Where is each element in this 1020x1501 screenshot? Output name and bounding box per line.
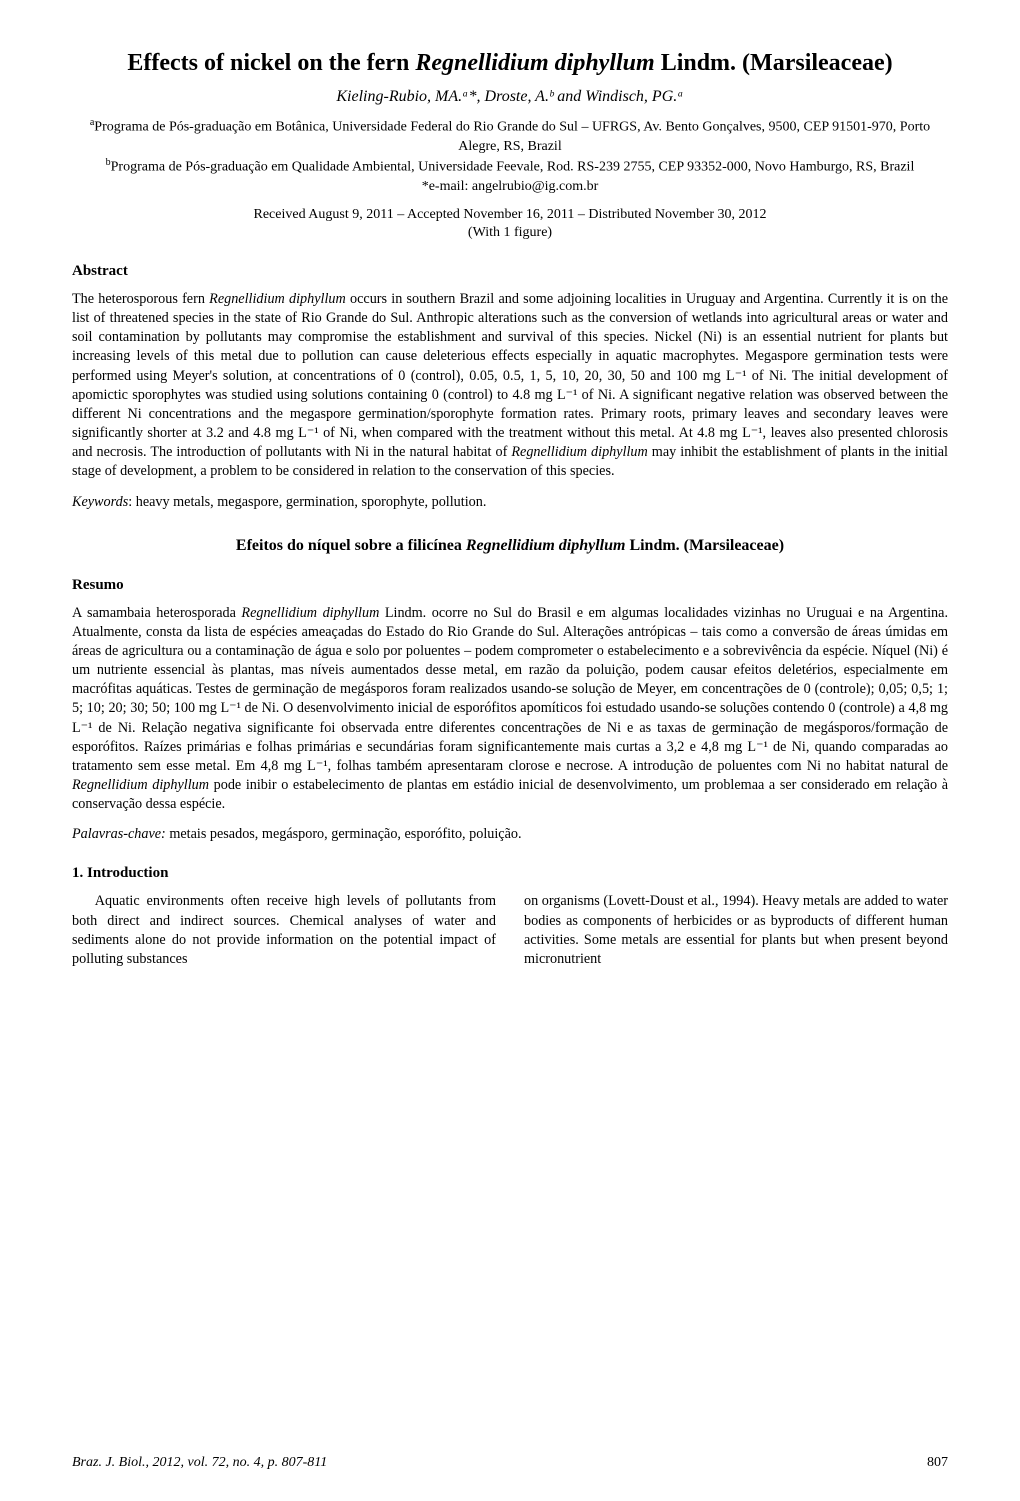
footer-page-number: 807: [927, 1455, 948, 1471]
abstract-part-2: occurs in southern Brazil and some adjoi…: [72, 291, 948, 460]
affiliations-block: aPrograma de Pós-graduação em Botânica, …: [72, 116, 948, 197]
corresponding-email: *e-mail: angelrubio@ig.com.br: [72, 178, 948, 197]
palavras-label: Palavras-chave:: [72, 826, 166, 842]
resumo-part-1: Regnellidium diphyllum: [241, 605, 379, 621]
palavras-chave-line: Palavras-chave: metais pesados, megáspor…: [72, 826, 948, 843]
authors-line: Kieling-Rubio, MA.ᵃ*, Droste, A.ᵇ and Wi…: [72, 88, 948, 106]
resumo-part-3: Regnellidium diphyllum: [72, 777, 209, 793]
resumo-heading: Resumo: [72, 577, 948, 594]
introduction-heading: 1. Introduction: [72, 865, 948, 882]
affiliation-b-text: Programa de Pós-graduação em Qualidade A…: [111, 160, 915, 175]
affiliation-a: aPrograma de Pós-graduação em Botânica, …: [72, 116, 948, 156]
abstract-part-3: Regnellidium diphyllum: [511, 444, 647, 460]
intro-col-left: Aquatic environments often receive high …: [72, 892, 496, 969]
figure-note: (With 1 figure): [72, 225, 948, 241]
portuguese-title: Efeitos do níquel sobre a filicínea Regn…: [72, 537, 948, 555]
footer-journal: Braz. J. Biol., 2012, vol. 72, no. 4, p.…: [72, 1455, 327, 1471]
palavras-text: metais pesados, megásporo, germinação, e…: [166, 826, 522, 842]
introduction-columns: Aquatic environments often receive high …: [72, 892, 948, 969]
abstract-body: The heterosporous fern Regnellidium diph…: [72, 290, 948, 482]
received-dates: Received August 9, 2011 – Accepted Novem…: [72, 207, 948, 223]
abstract-part-0: The heterosporous fern: [72, 291, 209, 307]
affiliation-b: bPrograma de Pós-graduação em Qualidade …: [72, 156, 948, 178]
title-post: Lindm. (Marsileaceae): [655, 50, 893, 76]
resumo-body: A samambaia heterosporada Regnellidium d…: [72, 604, 948, 815]
abstract-part-1: Regnellidium diphyllum: [209, 291, 346, 307]
pt-title-pre: Efeitos do níquel sobre a filicínea: [236, 537, 466, 554]
page-footer: Braz. J. Biol., 2012, vol. 72, no. 4, p.…: [72, 1455, 948, 1471]
abstract-heading: Abstract: [72, 263, 948, 280]
affiliation-a-text: Programa de Pós-graduação em Botânica, U…: [94, 120, 930, 154]
intro-col-right: on organisms (Lovett-Doust et al., 1994)…: [524, 892, 948, 969]
keywords-label: Keywords: [72, 494, 128, 510]
resumo-part-0: A samambaia heterosporada: [72, 605, 241, 621]
article-title: Effects of nickel on the fern Regnellidi…: [72, 48, 948, 78]
keywords-text: : heavy metals, megaspore, germination, …: [128, 494, 486, 510]
title-pre: Effects of nickel on the fern: [127, 50, 415, 76]
keywords-line: Keywords: heavy metals, megaspore, germi…: [72, 494, 948, 511]
pt-title-species: Regnellidium diphyllum: [466, 537, 626, 554]
pt-title-post: Lindm. (Marsileaceae): [625, 537, 784, 554]
resumo-part-2: Lindm. ocorre no Sul do Brasil e em algu…: [72, 605, 948, 774]
title-species: Regnellidium diphyllum: [415, 50, 654, 76]
